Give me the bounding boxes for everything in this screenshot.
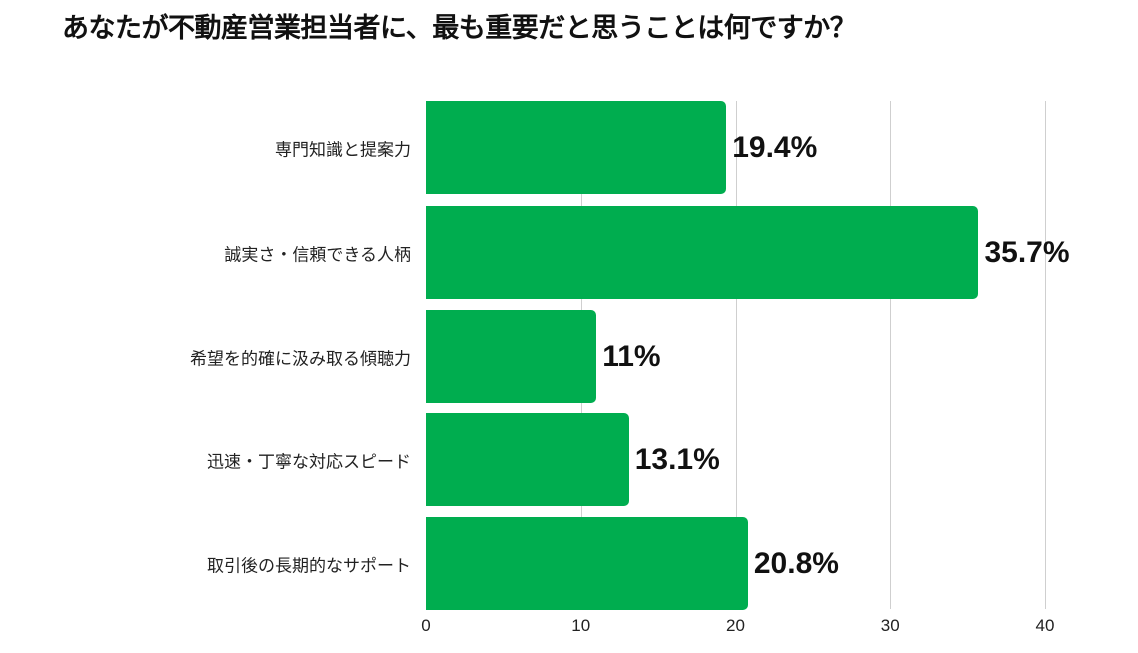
chart-title: あなたが不動産営業担当者に、最も重要だと思うことは何ですか？: [62, 13, 857, 44]
category-label: 迅速・丁寧な対応スピード: [207, 452, 411, 472]
x-tick-label: 0: [421, 616, 431, 635]
gridline: [890, 101, 892, 609]
bar[interactable]: [426, 517, 748, 610]
bar-row: 19.4%: [426, 101, 1045, 194]
data-label: 11%: [602, 339, 661, 373]
category-label: 希望を的確に汲み取る傾聴力: [190, 349, 411, 369]
gridline: [735, 101, 737, 609]
bar-row: 11%: [426, 310, 1045, 403]
category-label: 取引後の長期的なサポート: [207, 556, 411, 576]
x-tick-label: 40: [1035, 616, 1055, 635]
data-label: 35.7%: [984, 235, 1070, 269]
category-label: 誠実さ・信頼できる人柄: [224, 245, 411, 265]
data-label: 13.1%: [634, 442, 720, 476]
bar[interactable]: [426, 101, 727, 194]
bar[interactable]: [426, 206, 979, 299]
x-tick-label: 20: [726, 616, 745, 635]
bar-row: 20.8%: [426, 517, 1045, 610]
data-label: 20.8%: [753, 546, 839, 580]
gridline: [1045, 101, 1046, 609]
bar-row: 35.7%: [426, 206, 1070, 299]
plot-area: 0 10 20 30 40 19.4% 35.7% 11% 13.1% 20.8%: [421, 101, 1070, 635]
category-label: 専門知識と提案力: [275, 140, 411, 160]
bar[interactable]: [426, 310, 597, 403]
x-tick-label: 10: [571, 616, 591, 635]
bar[interactable]: [426, 413, 629, 506]
data-label: 19.4%: [732, 130, 818, 164]
x-tick-label: 30: [880, 616, 900, 635]
bar-row: 13.1%: [426, 413, 1045, 506]
